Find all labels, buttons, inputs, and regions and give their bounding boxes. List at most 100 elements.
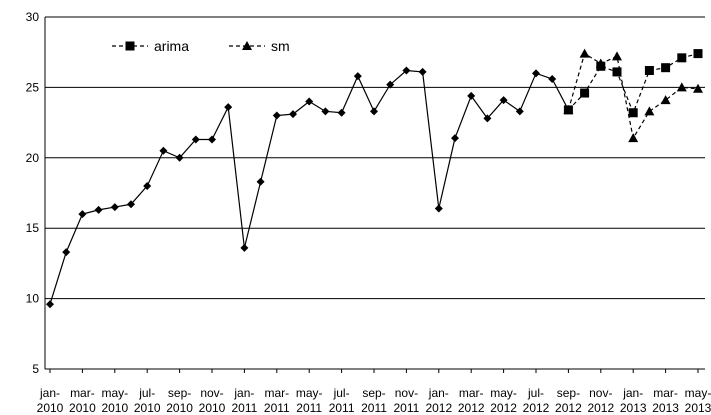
x-tick-label: jul- [527, 386, 544, 400]
x-tick-label: sep- [362, 386, 385, 400]
x-tick-label: mar- [70, 386, 95, 400]
x-tick-label-year: 2010 [101, 401, 128, 415]
data-point [579, 48, 590, 58]
x-tick-label-year: 2012 [458, 401, 485, 415]
y-tick-label: 10 [26, 292, 40, 306]
x-tick-label: may- [296, 386, 323, 400]
data-point [693, 83, 703, 93]
x-tick-label: mar- [459, 386, 484, 400]
x-tick-label-year: 2012 [587, 401, 614, 415]
data-point [563, 104, 574, 114]
data-point [46, 300, 54, 309]
legend-marker [125, 41, 135, 51]
series-line-actual [49, 69, 569, 305]
x-tick-label: jul- [138, 386, 155, 400]
data-point [224, 103, 233, 112]
data-point [143, 181, 152, 190]
x-tick-label: sep- [168, 386, 191, 400]
x-tick-label: may- [101, 386, 128, 400]
data-point [676, 82, 687, 92]
data-point [532, 69, 540, 78]
x-tick-label: nov- [200, 386, 223, 400]
series-sm [563, 48, 703, 143]
x-tick-label-year: 2011 [329, 401, 355, 415]
x-tick-label-year: 2012 [425, 401, 452, 415]
data-point [451, 134, 459, 143]
x-tick-label-year: 2011 [264, 401, 290, 415]
x-tick-label: jul- [333, 386, 350, 400]
data-point [402, 66, 411, 75]
y-tick-label: 5 [32, 362, 39, 376]
data-point [628, 108, 638, 118]
data-point [612, 51, 622, 61]
data-point [660, 95, 671, 105]
data-point [272, 111, 281, 120]
data-point [434, 204, 443, 213]
data-point [240, 243, 249, 252]
data-point [661, 63, 671, 73]
x-tick-label: may- [490, 386, 517, 400]
data-point [110, 203, 119, 212]
x-tick-label-year: 2010 [69, 401, 96, 415]
legend: arima sm [112, 38, 290, 54]
x-tick-label: mar- [653, 386, 678, 400]
data-point [595, 58, 606, 68]
data-point [548, 74, 557, 83]
x-tick-label-year: 2010 [166, 401, 193, 415]
x-tick-label: nov- [395, 386, 418, 400]
y-tick-label: 25 [26, 80, 40, 94]
x-tick-label-year: 2010 [134, 401, 161, 415]
x-tick-label-year: 2013 [620, 401, 647, 415]
data-point [94, 205, 103, 214]
data-point [78, 210, 87, 219]
x-tick-label-year: 2013 [652, 401, 679, 415]
data-point [644, 106, 655, 116]
legend-item-sm: sm [229, 38, 290, 54]
x-tick-label-year: 2011 [296, 401, 322, 415]
data-point [693, 49, 703, 59]
data-point [677, 53, 687, 63]
legend-label: arima [154, 38, 189, 54]
series-line-arima [567, 53, 699, 115]
x-tick-label-year: 2010 [37, 401, 64, 415]
data-point [159, 146, 168, 155]
x-tick-label: jan- [428, 386, 449, 400]
data-point [370, 107, 378, 116]
x-tick-label-year: 2011 [361, 401, 387, 415]
axis-layer: 51015202530jan-2010mar-2010may-2010jul-2… [26, 10, 711, 415]
data-point [62, 248, 71, 257]
data-point [467, 91, 476, 100]
data-point [191, 135, 200, 144]
data-point [208, 135, 216, 144]
x-tick-label-year: 2013 [685, 401, 711, 415]
data-point [353, 72, 362, 81]
y-tick-label: 15 [26, 221, 40, 235]
x-tick-label-year: 2012 [555, 401, 582, 415]
x-tick-label-year: 2011 [393, 401, 419, 415]
data-point [628, 133, 639, 143]
series-layer [46, 48, 703, 309]
x-tick-label-year: 2010 [199, 401, 226, 415]
y-tick-label: 20 [26, 151, 40, 165]
series-actual [46, 66, 573, 309]
data-point [289, 110, 297, 119]
data-point [644, 66, 654, 76]
data-point [337, 108, 346, 117]
legend-marker [242, 41, 252, 50]
x-tick-label: jan- [39, 386, 60, 400]
legend-item-arima: arima [112, 38, 189, 54]
x-tick-label: jan- [622, 386, 643, 400]
x-tick-label-year: 2011 [231, 401, 257, 415]
x-tick-label-year: 2012 [490, 401, 517, 415]
x-tick-label: jan- [233, 386, 254, 400]
data-point [515, 107, 524, 116]
data-point [499, 96, 508, 105]
x-tick-label: sep- [557, 386, 580, 400]
x-tick-label-year: 2012 [523, 401, 550, 415]
data-point [321, 107, 330, 116]
data-point [305, 97, 314, 106]
legend-label: sm [271, 38, 290, 54]
data-point [386, 80, 395, 89]
y-tick-label: 30 [26, 10, 40, 24]
